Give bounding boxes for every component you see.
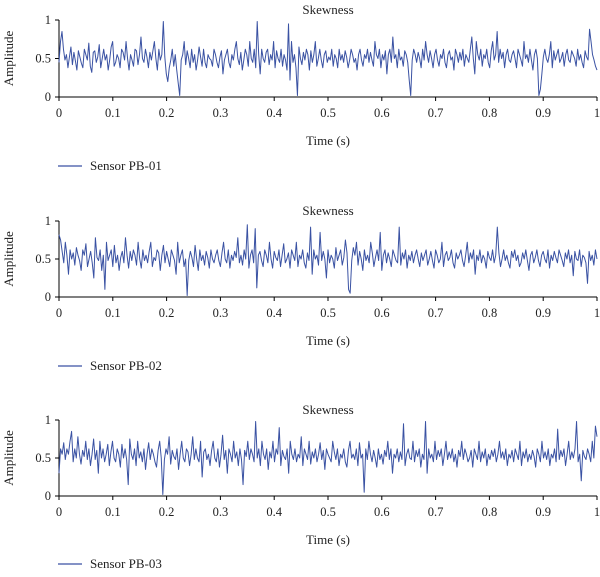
series-line-1	[58, 21, 598, 96]
x-tick-label: 0.5	[320, 306, 336, 320]
chart-panel-1: Skewness Amplitude 0 0.5 1 0 0.1 0.2 0.3 0.4 0.5 0.…	[1, 2, 600, 173]
x-tick-label: 0.1	[105, 106, 121, 120]
x-tick-label: 0	[56, 306, 62, 320]
y-tick-label: 1	[45, 13, 51, 27]
x-axis-label: Time (s)	[306, 333, 350, 348]
x-tick-label: 0.8	[482, 306, 498, 320]
chart-title: Skewness	[302, 402, 353, 417]
y-tick-label: 0.5	[35, 252, 51, 266]
legend-label: Sensor PB-02	[90, 358, 162, 373]
x-tick-label: 0.2	[159, 306, 175, 320]
x-tick-label: 0.3	[213, 306, 229, 320]
x-tick-label: 0	[56, 505, 62, 519]
x-tick-label: 0.1	[105, 505, 121, 519]
x-tick-label: 0	[56, 106, 62, 120]
x-tick-label: 0.9	[535, 306, 551, 320]
y-tick-label: 1	[45, 413, 51, 427]
legend-label: Sensor PB-03	[90, 556, 162, 571]
x-tick-label: 0.8	[482, 106, 498, 120]
x-tick-label: 0.6	[374, 106, 390, 120]
x-tick-label: 0.7	[428, 505, 444, 519]
x-tick-label: 0.9	[535, 106, 551, 120]
y-tick-label: 1	[45, 214, 51, 228]
x-tick-label: 0.4	[266, 306, 282, 320]
y-tick-label: 0	[45, 90, 51, 104]
chart-title: Skewness	[302, 203, 353, 218]
x-tick-label: 0.2	[159, 106, 175, 120]
series-line-1	[58, 224, 598, 296]
x-tick-label: 0.7	[428, 106, 444, 120]
chart-panel-2: Skewness Amplitude 0 0.5 1 0 0.1 0.2 0.3 0.4 0.5 0.…	[1, 203, 600, 373]
y-axis-label: Amplitude	[1, 430, 16, 486]
x-tick-label: 0.5	[320, 106, 336, 120]
y-axis-label: Amplitude	[1, 30, 16, 86]
x-tick-label: 0.3	[213, 106, 229, 120]
x-tick-label: 0.4	[266, 505, 282, 519]
x-tick-label: 0.8	[482, 505, 498, 519]
y-tick-label: 0	[45, 489, 51, 503]
y-tick-label: 0.5	[35, 451, 51, 465]
x-tick-label: 0.6	[374, 505, 390, 519]
x-tick-label: 1	[594, 505, 600, 519]
x-tick-label: 1	[594, 106, 600, 120]
x-tick-label: 0.3	[213, 505, 229, 519]
x-tick-label: 0.9	[535, 505, 551, 519]
chart-title: Skewness	[302, 2, 353, 17]
x-tick-label: 0.7	[428, 306, 444, 320]
x-tick-label: 0.2	[159, 505, 175, 519]
x-tick-label: 0.6	[374, 306, 390, 320]
x-axis-label: Time (s)	[306, 133, 350, 148]
x-tick-label: 0.4	[266, 106, 282, 120]
y-tick-label: 0	[45, 290, 51, 304]
legend-label: Sensor PB-01	[90, 158, 162, 173]
y-axis-label: Amplitude	[1, 231, 16, 287]
x-tick-label: 0.5	[320, 505, 336, 519]
chart-panel-3: Skewness Amplitude 0 0.5 1 0 0.1 0.2 0.3 0.4 0.5 0.…	[1, 402, 600, 571]
series-line-1	[58, 421, 598, 495]
x-axis-label: Time (s)	[306, 532, 350, 547]
x-tick-label: 0.1	[105, 306, 121, 320]
x-tick-label: 1	[594, 306, 600, 320]
y-tick-label: 0.5	[35, 52, 51, 66]
